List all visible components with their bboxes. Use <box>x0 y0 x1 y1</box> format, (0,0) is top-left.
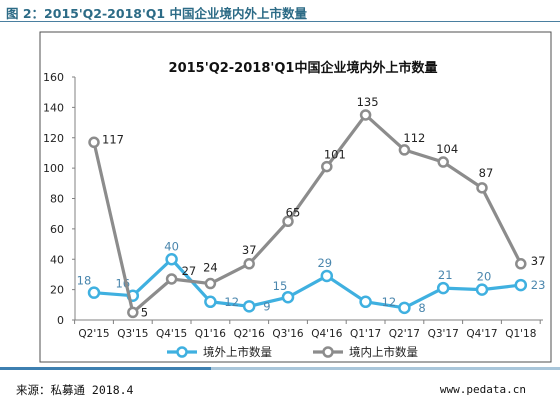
x-tick-label: Q3'16 <box>272 328 304 340</box>
x-tick-label: Q1'17 <box>350 328 381 340</box>
x-tick-label: Q4'17 <box>466 328 497 340</box>
data-point <box>127 306 139 319</box>
x-tick-label: Q2'16 <box>234 328 266 340</box>
data-point <box>437 156 449 168</box>
plot-frame <box>39 31 552 363</box>
data-point <box>436 281 450 295</box>
data-label: 29 <box>317 256 332 270</box>
data-point <box>165 253 178 266</box>
data-point <box>165 273 178 285</box>
data-point <box>398 144 411 156</box>
data-label: 24 <box>203 261 218 275</box>
data-label: 27 <box>182 264 197 278</box>
data-label: 87 <box>479 166 494 180</box>
data-label: 101 <box>324 148 346 162</box>
data-label: 104 <box>436 142 458 156</box>
series-line <box>93 257 521 310</box>
x-tick-label: Q2'17 <box>389 328 420 340</box>
data-label: 23 <box>531 278 546 292</box>
data-point <box>359 295 372 309</box>
data-label: 40 <box>164 239 179 253</box>
figure-title: 图 2：2015'Q2-2018'Q1 中国企业境内外上市数量 <box>6 6 307 21</box>
data-point <box>87 286 101 299</box>
axes: 0 20 40 60 80 100 120 140 160 Q2'15 Q3'15 Q4'15 Q1'1… <box>43 71 543 340</box>
data-label: 37 <box>531 254 546 268</box>
data-point <box>398 301 411 315</box>
data-label: 112 <box>403 131 425 145</box>
data-label: 8 <box>418 301 425 315</box>
legend: 境外上市数量 境内上市数量 <box>167 345 418 359</box>
y-tick-label: 60 <box>50 223 64 236</box>
series-line <box>92 113 523 315</box>
data-point <box>243 258 255 270</box>
data-label: 135 <box>357 95 379 109</box>
footer-bar-dark <box>0 367 211 370</box>
legend-label: 境内上市数量 <box>349 345 418 359</box>
data-point <box>281 290 295 304</box>
x-tick-label: Q4'16 <box>311 328 343 340</box>
y-tick-label: 140 <box>43 101 64 114</box>
data-point <box>320 269 334 283</box>
data-label: 21 <box>438 268 453 282</box>
footer-source: 来源：私募通 2018.4 <box>16 383 134 397</box>
y-tick-label: 80 <box>50 193 64 206</box>
data-label: 65 <box>286 205 301 219</box>
x-tick-label: Q1'18 <box>505 328 536 340</box>
legend-swatch-marker <box>322 346 334 358</box>
data-point <box>515 258 527 270</box>
data-label: 12 <box>224 295 239 309</box>
data-label: 20 <box>477 270 492 284</box>
data-label: 12 <box>382 295 397 309</box>
footer-bar-light <box>211 367 560 370</box>
data-point <box>475 283 489 296</box>
data-point <box>321 160 333 173</box>
data-point <box>242 300 256 313</box>
y-tick-label: 160 <box>43 71 64 84</box>
data-label: 9 <box>263 299 270 313</box>
data-point <box>204 295 217 309</box>
footer-website: www.pedata.cn <box>439 383 526 396</box>
x-tick-label: Q3'17 <box>428 328 459 340</box>
data-point <box>476 182 488 194</box>
data-point <box>282 215 294 228</box>
x-tick-label: Q3'15 <box>117 328 148 340</box>
y-tick-label: 120 <box>43 132 64 145</box>
y-tick-label: 0 <box>57 314 64 327</box>
y-tick-label: 20 <box>50 284 64 297</box>
data-label: 117 <box>102 132 124 146</box>
data-point <box>359 109 372 121</box>
legend-label: 境外上市数量 <box>203 345 272 359</box>
x-tick-label: Q4'15 <box>156 328 187 340</box>
header-divider <box>0 21 560 22</box>
y-tick-label: 40 <box>50 253 64 266</box>
data-label: 37 <box>242 243 257 257</box>
data-point <box>514 278 528 292</box>
x-tick-label: Q2'15 <box>78 328 109 340</box>
data-label: 15 <box>273 279 288 293</box>
data-label: 18 <box>77 274 92 288</box>
y-tick-label: 100 <box>43 162 64 175</box>
data-point <box>88 136 100 149</box>
data-label: 5 <box>141 305 148 319</box>
chart-title: 2015'Q2-2018'Q1中国企业境内外上市数量 <box>169 60 438 76</box>
x-tick-label: Q1'16 <box>195 328 227 340</box>
legend-swatch-marker <box>176 346 188 358</box>
data-point <box>204 277 217 290</box>
